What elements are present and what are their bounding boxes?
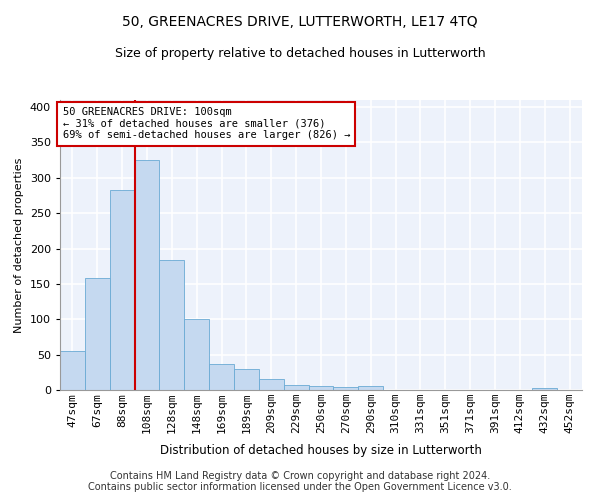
Text: Contains HM Land Registry data © Crown copyright and database right 2024.
Contai: Contains HM Land Registry data © Crown c… bbox=[88, 471, 512, 492]
Bar bbox=[234, 369, 259, 390]
Text: Size of property relative to detached houses in Lutterworth: Size of property relative to detached ho… bbox=[115, 48, 485, 60]
Bar bbox=[134, 160, 160, 390]
Bar bbox=[358, 386, 383, 390]
Bar bbox=[85, 278, 110, 390]
Bar bbox=[284, 385, 308, 390]
Y-axis label: Number of detached properties: Number of detached properties bbox=[14, 158, 24, 332]
Bar bbox=[160, 260, 184, 390]
Bar bbox=[184, 318, 209, 390]
Bar bbox=[209, 364, 234, 390]
Bar bbox=[60, 351, 85, 390]
Text: 50 GREENACRES DRIVE: 100sqm
← 31% of detached houses are smaller (376)
69% of se: 50 GREENACRES DRIVE: 100sqm ← 31% of det… bbox=[62, 108, 350, 140]
Text: 50, GREENACRES DRIVE, LUTTERWORTH, LE17 4TQ: 50, GREENACRES DRIVE, LUTTERWORTH, LE17 … bbox=[122, 15, 478, 29]
Bar bbox=[532, 388, 557, 390]
Bar bbox=[334, 387, 358, 390]
Bar bbox=[110, 190, 134, 390]
Bar bbox=[308, 386, 334, 390]
X-axis label: Distribution of detached houses by size in Lutterworth: Distribution of detached houses by size … bbox=[160, 444, 482, 458]
Bar bbox=[259, 378, 284, 390]
